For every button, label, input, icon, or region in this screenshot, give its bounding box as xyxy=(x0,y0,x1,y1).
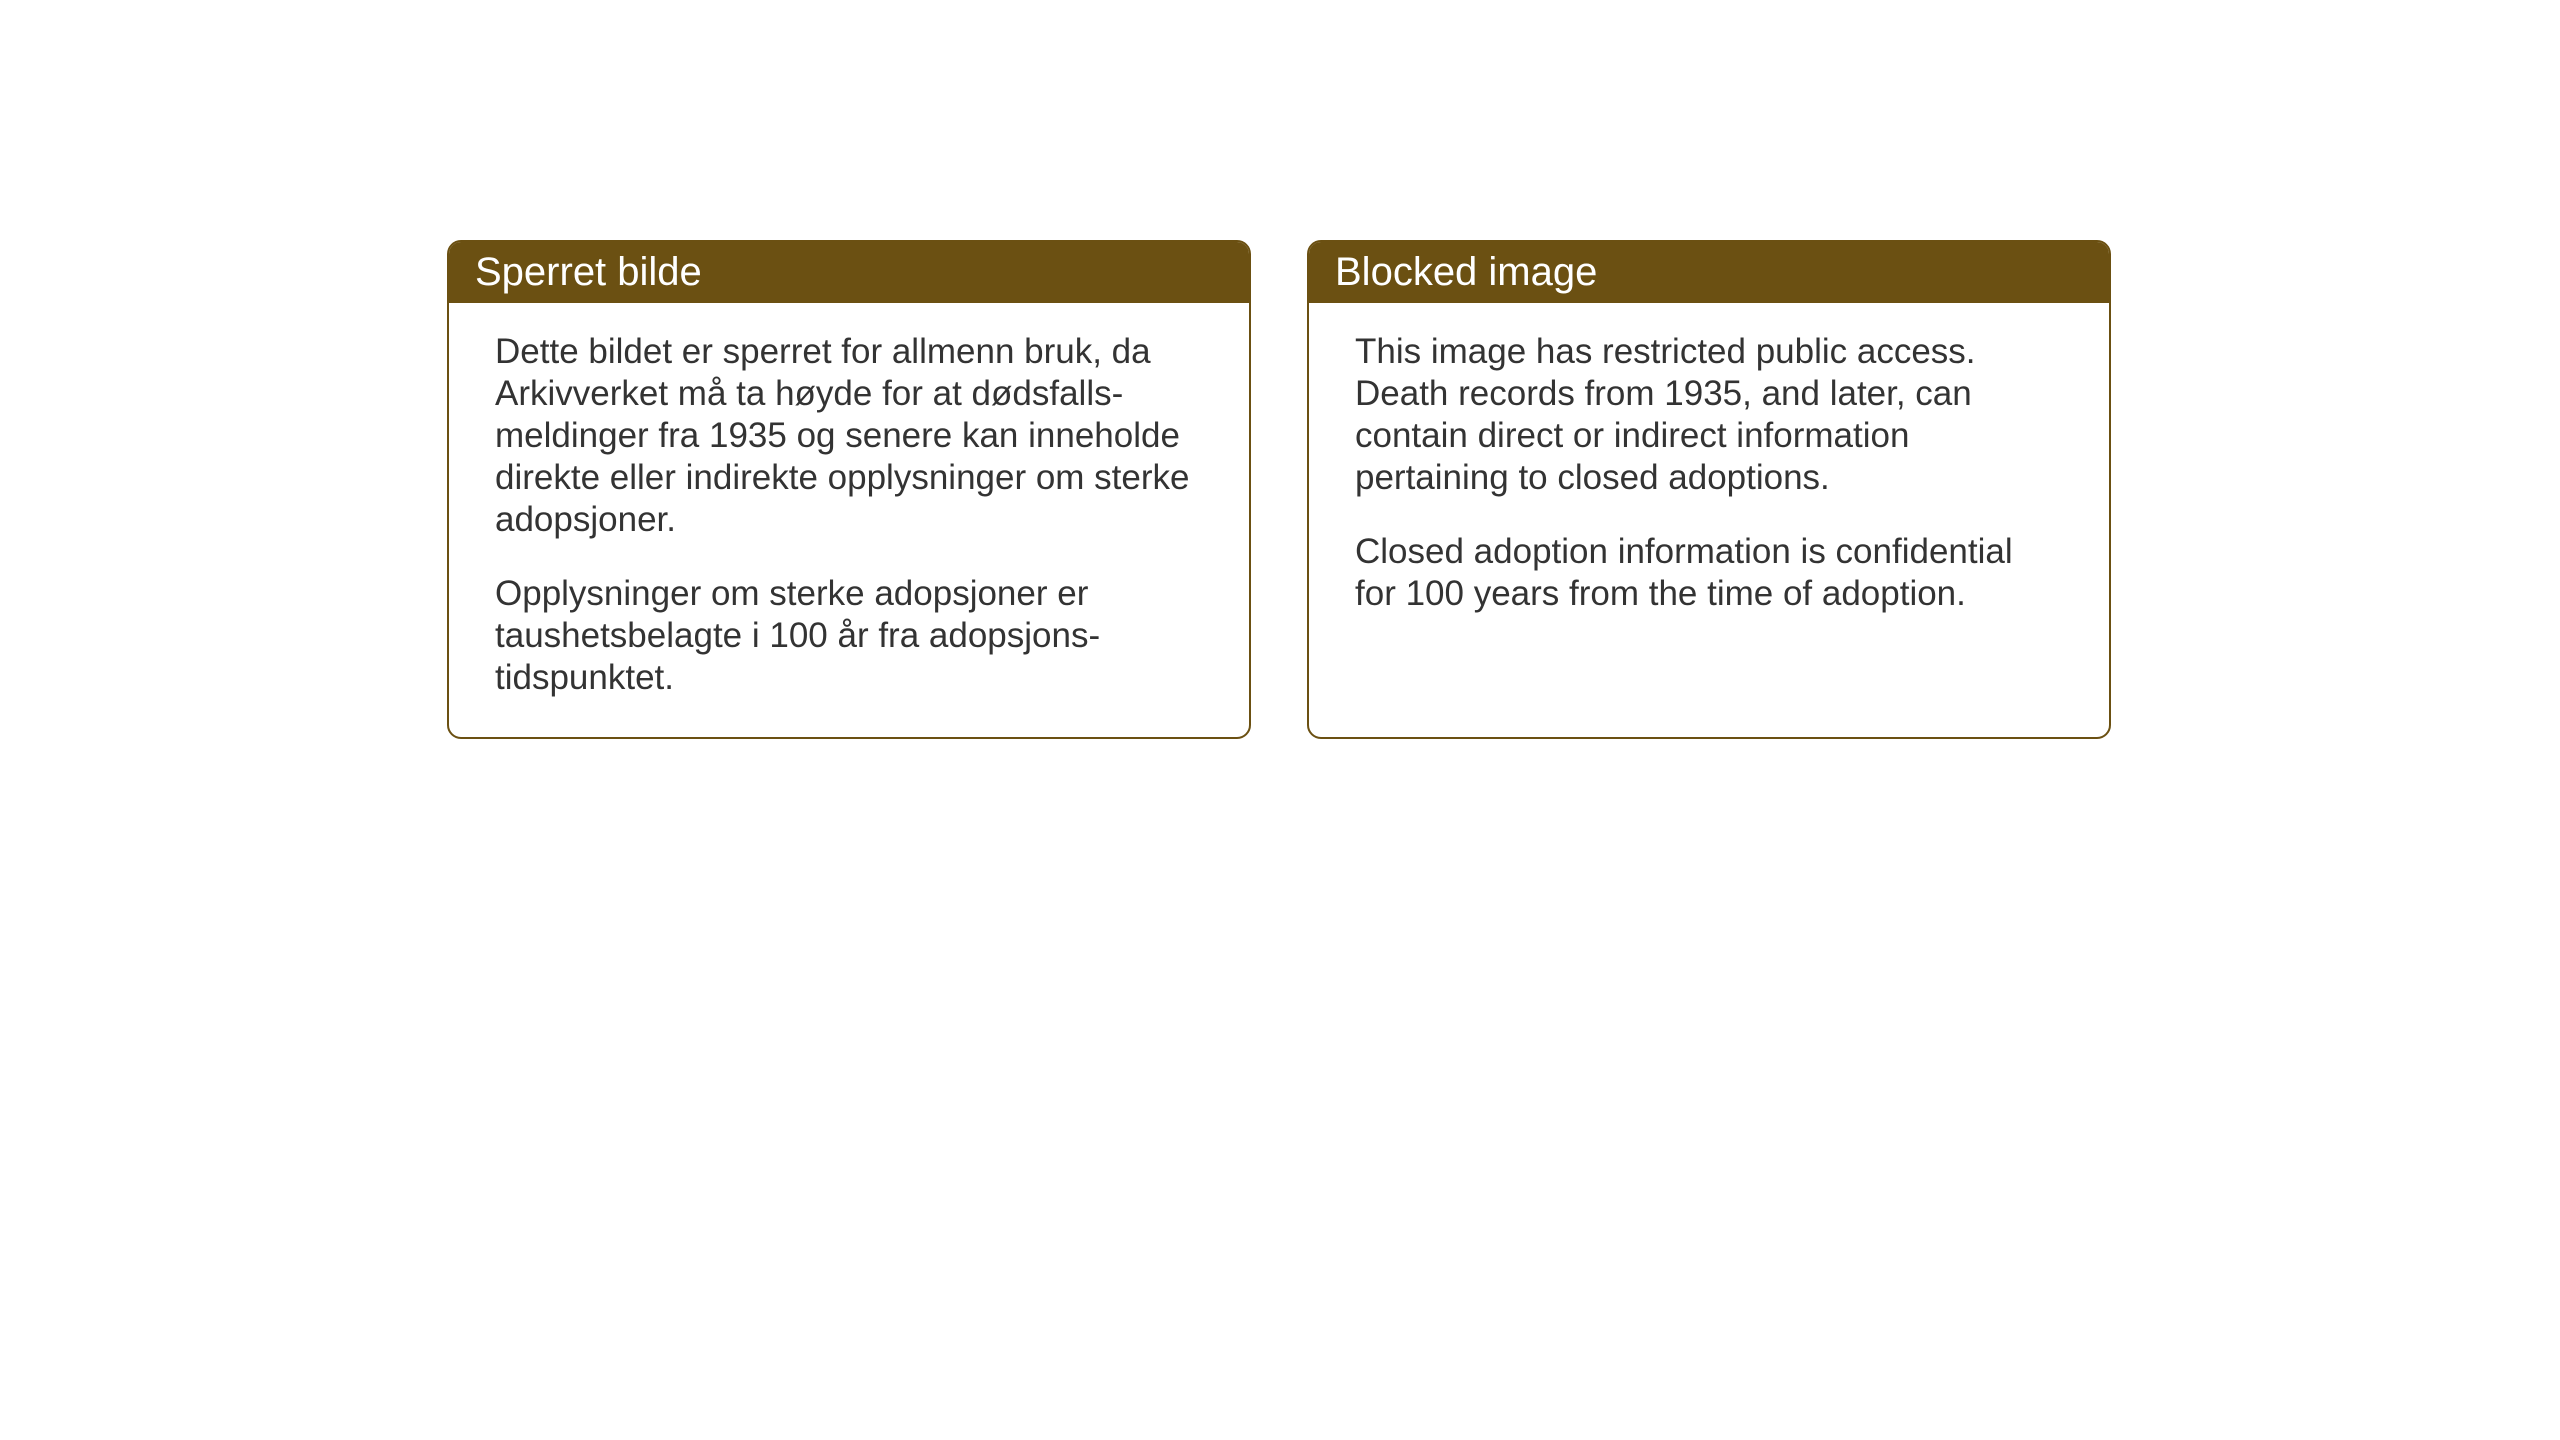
norwegian-card-title: Sperret bilde xyxy=(449,242,1249,303)
norwegian-paragraph-2: Opplysninger om sterke adopsjoner er tau… xyxy=(495,573,1203,699)
norwegian-card-body: Dette bildet er sperret for allmenn bruk… xyxy=(449,303,1249,737)
english-paragraph-2: Closed adoption information is confident… xyxy=(1355,531,2063,615)
english-paragraph-1: This image has restricted public access.… xyxy=(1355,331,2063,499)
english-notice-card: Blocked image This image has restricted … xyxy=(1307,240,2111,739)
english-card-title: Blocked image xyxy=(1309,242,2109,303)
notice-container: Sperret bilde Dette bildet er sperret fo… xyxy=(447,240,2111,739)
norwegian-paragraph-1: Dette bildet er sperret for allmenn bruk… xyxy=(495,331,1203,541)
english-card-body: This image has restricted public access.… xyxy=(1309,303,2109,653)
norwegian-notice-card: Sperret bilde Dette bildet er sperret fo… xyxy=(447,240,1251,739)
